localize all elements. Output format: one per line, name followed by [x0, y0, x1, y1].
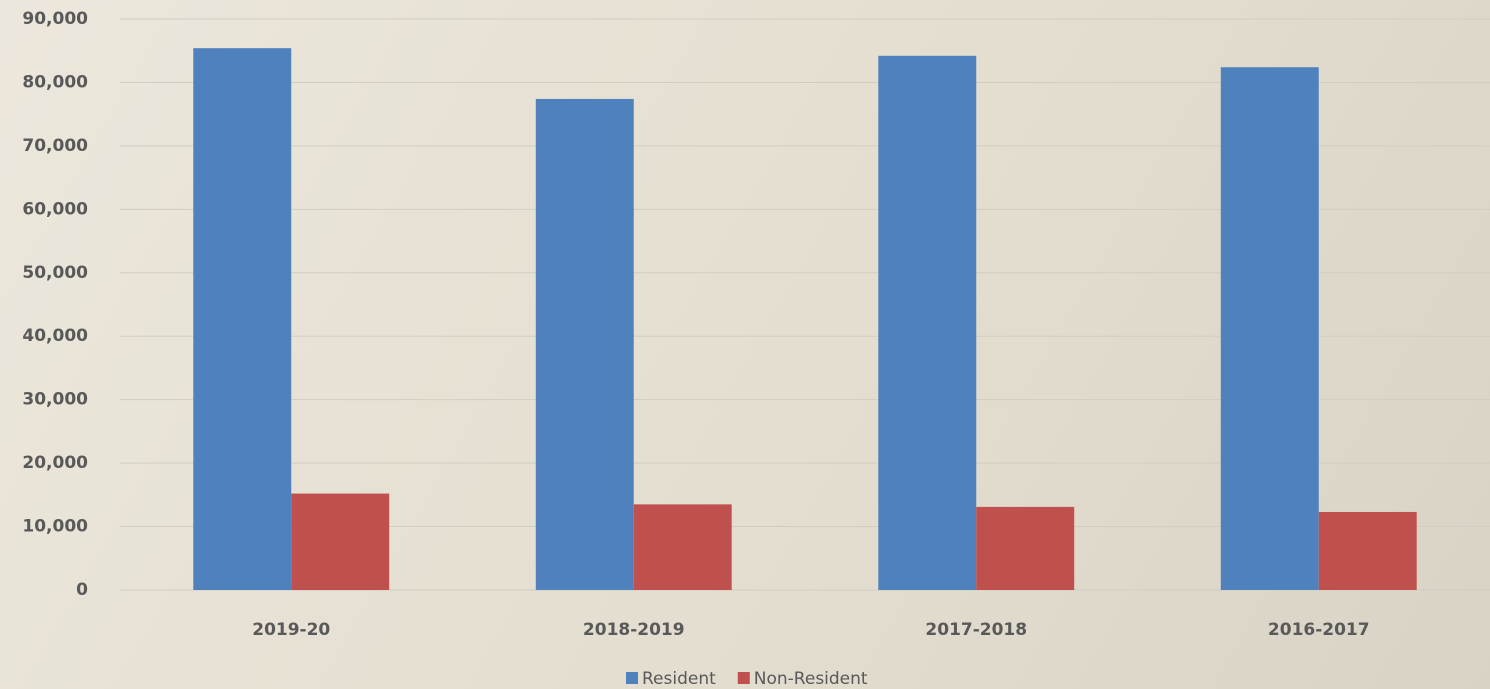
bar: [193, 48, 292, 590]
bar: [976, 506, 1075, 590]
y-tick-label: 90,000: [22, 9, 88, 29]
legend-swatch: [626, 672, 638, 684]
y-tick-label: 50,000: [22, 263, 88, 283]
y-tick-label: 20,000: [22, 453, 88, 473]
y-tick-label: 30,000: [22, 390, 88, 410]
y-tick-label: 40,000: [22, 326, 88, 346]
y-tick-label: 80,000: [22, 72, 88, 92]
bar: [1220, 67, 1319, 591]
x-tick-label: 2017-2018: [925, 620, 1027, 640]
bar: [633, 504, 732, 590]
x-tick-label: 2018-2019: [583, 620, 685, 640]
legend-label: Non-Resident: [754, 669, 868, 689]
y-tick-label: 70,000: [22, 136, 88, 156]
bar: [291, 493, 390, 590]
x-tick-label: 2016-2017: [1268, 620, 1370, 640]
legend-swatch: [737, 672, 750, 684]
bar: [1318, 511, 1417, 590]
y-tick-label: 60,000: [22, 199, 88, 219]
x-tick-label: 2019-20: [252, 620, 330, 640]
bar: [878, 55, 977, 590]
legend-label: Resident: [642, 669, 716, 689]
y-tick-label: 10,000: [22, 517, 88, 537]
y-tick-label: 0: [76, 580, 88, 600]
bar: [535, 98, 634, 590]
